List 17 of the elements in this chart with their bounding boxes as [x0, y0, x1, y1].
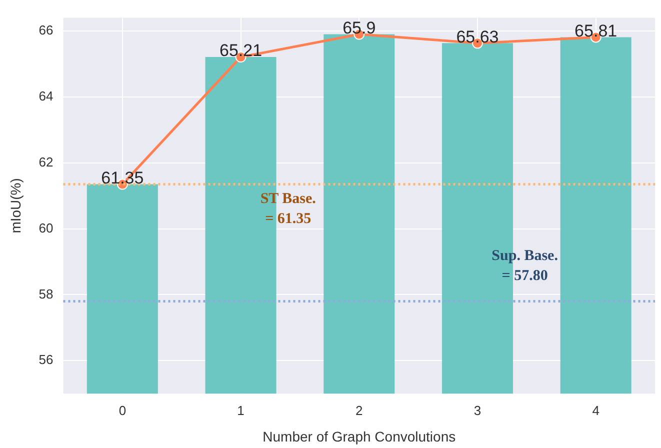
y-tick-label: 66 — [38, 22, 54, 38]
y-tick-label: 62 — [38, 154, 54, 170]
x-tick-label: 1 — [237, 402, 244, 418]
data-label: 65.81 — [574, 21, 618, 40]
y-axis-title: mIoU(%) — [7, 178, 24, 234]
y-tick-label: 58 — [38, 286, 54, 302]
x-tick-label: 4 — [592, 402, 600, 418]
x-tick-label: 2 — [356, 402, 363, 418]
y-tick-label: 56 — [38, 352, 54, 368]
y-tick-label: 60 — [38, 220, 54, 236]
x-tick-label: 0 — [118, 402, 126, 418]
x-axis-title: Number of Graph Convolutions — [262, 428, 456, 444]
data-label: 65.9 — [342, 18, 376, 38]
data-label: 65.63 — [456, 27, 499, 46]
y-tick-label: 64 — [38, 88, 54, 104]
data-label: 65.21 — [220, 41, 262, 60]
x-tick-label: 3 — [474, 402, 482, 418]
